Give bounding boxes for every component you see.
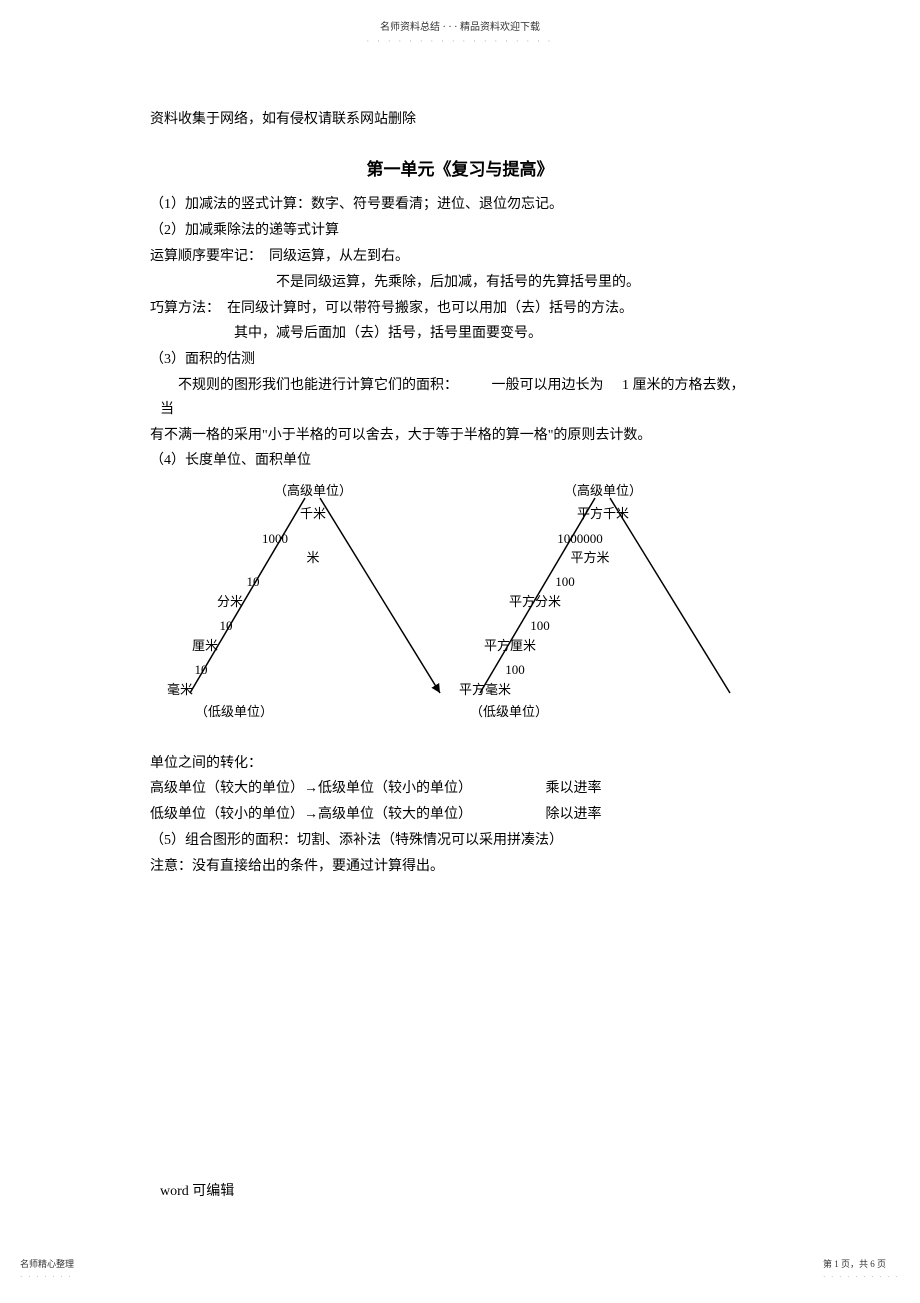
line-8c: 1 厘米的方格去数， [622,378,745,393]
length-unit-diagram: （高级单位） 千米 1000 米 10 分米 10 厘米 10 毫米 （低级单位… [150,483,450,741]
line-2: （2）加减乘除法的递等式计算 [150,219,770,243]
d2-top-label: （高级单位） [564,483,642,498]
area-unit-diagram: （高级单位） 平方千米 1000000 平方米 100 平方分米 100 平方厘… [450,483,750,741]
d2-bottom-label: （低级单位） [470,704,548,719]
header-dots: · · · · · · · · · · · · · · · · · · [150,36,770,49]
page-header: 名师资料总结 · · · 精品资料欢迎下载 · · · · · · · · · … [150,20,770,49]
footer-left-text: 名师精心整理 [20,1257,74,1271]
after-4: （5）组合图形的面积：切割、添补法（特殊情况可以采用拼凑法） [150,829,770,853]
unit-diagrams: （高级单位） 千米 1000 米 10 分米 10 厘米 10 毫米 （低级单位… [150,483,770,741]
line-6: 其中，减号后面加（去）括号，括号里面要变号。 [150,322,770,346]
footer-editable: word 可编辑 [160,1181,234,1203]
line-10: （4）长度单位、面积单位 [150,449,770,473]
line-8d: 当 [160,402,174,417]
d1-rate-2: 10 [220,618,233,633]
d1-rate-3: 10 [195,662,208,677]
after-3b: 除以进率 [546,807,602,822]
after-2a: 高级单位（较大的单位）→低级单位（较小的单位） [150,781,472,796]
d2-level-4: 平方毫米 [459,682,511,697]
d1-rate-0: 1000 [262,531,288,546]
after-3: 低级单位（较小的单位）→高级单位（较大的单位） 除以进率 [150,803,770,827]
d1-rate-1: 10 [247,574,260,589]
d1-level-2: 分米 [217,594,243,609]
line-7: （3）面积的估测 [150,348,770,372]
unit-title: 第一单元《复习与提高》 [150,156,770,183]
d2-level-2: 平方分米 [509,594,561,609]
line-5: 巧算方法： 在同级计算时，可以带符号搬家，也可以用加（去）括号的方法。 [150,297,770,321]
d2-rate-3: 100 [505,662,525,677]
area-triangle-svg: （高级单位） 平方千米 1000000 平方米 100 平方分米 100 平方厘… [450,483,750,733]
footer-left-dots: · · · · · · · [20,1272,74,1283]
line-8: 不规则的图形我们也能进行计算它们的面积： 一般可以用边长为 1 厘米的方格去数，… [150,374,770,422]
d1-level-1: 米 [306,550,319,565]
d2-rate-2: 100 [530,618,550,633]
footer-left: 名师精心整理 · · · · · · · [20,1257,74,1283]
footer-right-text: 第 1 页，共 6 页 [823,1257,900,1271]
copyright-warning: 资料收集于网络，如有侵权请联系网站删除 [150,109,770,131]
d2-level-1: 平方米 [570,550,609,565]
d1-level-4: 毫米 [167,682,193,697]
line-3: 运算顺序要牢记： 同级运算，从左到右。 [150,245,770,269]
d1-level-3: 厘米 [192,638,218,653]
document-page: 名师资料总结 · · · 精品资料欢迎下载 · · · · · · · · · … [0,0,920,1303]
line-9: 有不满一格的采用"小于半格的可以舍去，大于等于半格的算一格"的原则去计数。 [150,424,770,448]
line-4: 不是同级运算，先乘除，后加减，有括号的先算括号里的。 [150,271,770,295]
footer-right-dots: · · · · · · · · · · [823,1272,900,1283]
length-triangle-svg: （高级单位） 千米 1000 米 10 分米 10 厘米 10 毫米 （低级单位… [150,483,450,733]
d2-rate-0: 1000000 [557,531,603,546]
body-content: （1）加减法的竖式计算：数字、符号要看清；进位、退位勿忘记。 （2）加减乘除法的… [150,193,770,473]
line-1: （1）加减法的竖式计算：数字、符号要看清；进位、退位勿忘记。 [150,193,770,217]
d2-level-3: 平方厘米 [484,638,536,653]
d1-bottom-label: （低级单位） [195,704,273,719]
after-3a: 低级单位（较小的单位）→高级单位（较大的单位） [150,807,472,822]
after-1: 单位之间的转化： [150,752,770,776]
header-text: 名师资料总结 · · · 精品资料欢迎下载 [150,20,770,36]
d1-level-0: 千米 [300,506,326,521]
footer-right: 第 1 页，共 6 页 · · · · · · · · · · [823,1257,900,1283]
d2-level-0: 平方千米 [577,506,629,521]
after-2b: 乘以进率 [546,781,602,796]
d1-top-label: （高级单位） [274,483,352,498]
after-diagram-content: 单位之间的转化： 高级单位（较大的单位）→低级单位（较小的单位） 乘以进率 低级… [150,752,770,879]
line-8b: 一般可以用边长为 [492,378,604,393]
after-5: 注意：没有直接给出的条件，要通过计算得出。 [150,855,770,879]
line-8a: 不规则的图形我们也能进行计算它们的面积： [150,378,458,393]
d2-rate-1: 100 [555,574,575,589]
after-2: 高级单位（较大的单位）→低级单位（较小的单位） 乘以进率 [150,777,770,801]
